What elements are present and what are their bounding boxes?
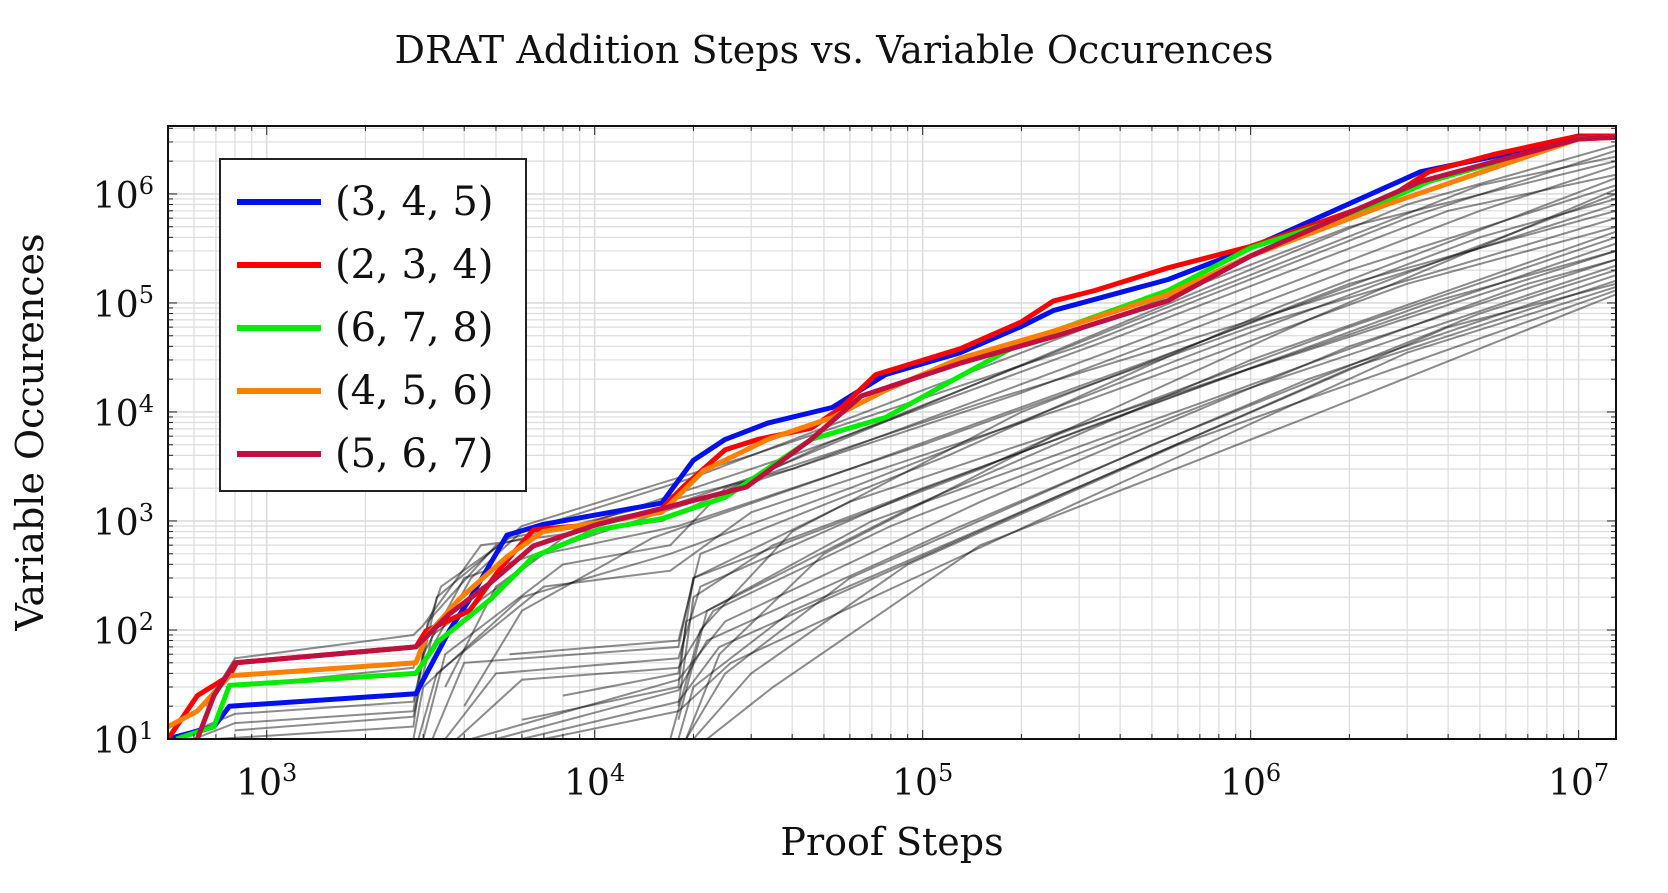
highlight-series-line	[194, 134, 1616, 739]
other-series-line	[692, 289, 1616, 739]
legend-swatch	[237, 198, 321, 205]
x-tick-label: 105	[892, 759, 953, 804]
y-tick-label: 101	[93, 717, 154, 762]
legend-label: (3, 4, 5)	[335, 178, 494, 225]
x-tick-label: 107	[1548, 759, 1609, 804]
other-series-line	[677, 258, 1616, 721]
other-series-line	[509, 177, 1616, 656]
y-tick-label: 104	[93, 390, 154, 435]
other-series-line	[685, 236, 1616, 739]
axis-ticks: 103 104 105 106 107 101 102 103 104 105 106	[93, 126, 1616, 804]
legend-swatch	[237, 450, 321, 457]
plot-frame	[167, 125, 1617, 740]
other-series-line	[685, 269, 1616, 739]
legend-label: (2, 3, 4)	[335, 241, 494, 288]
legend-swatch	[237, 261, 321, 268]
x-tick-label: 104	[564, 759, 625, 804]
other-series-line	[669, 209, 1616, 739]
x-tick-label: 106	[1220, 759, 1281, 804]
legend-label: (5, 6, 7)	[335, 430, 494, 477]
series-layer	[168, 133, 1616, 739]
other-series-line	[412, 192, 1616, 739]
highlight-series-line	[168, 133, 1616, 739]
other-series-line	[456, 264, 1616, 739]
legend-item: (6, 7, 8)	[237, 296, 525, 359]
x-axis-label: Proof Steps	[780, 820, 1004, 864]
other-series-line	[234, 217, 1616, 732]
x-tick-label: 103	[236, 759, 297, 804]
other-series-line	[422, 203, 1616, 739]
chart-title: DRAT Addition Steps vs. Variable Occuren…	[394, 28, 1274, 72]
other-series-line	[470, 258, 1616, 739]
legend-swatch	[237, 387, 321, 394]
other-series-line	[677, 282, 1616, 739]
other-series-line	[521, 279, 1616, 739]
legend: (3, 4, 5) (2, 3, 4) (6, 7, 8) (4, 5, 6) (5, …	[219, 158, 527, 492]
legend-label: (4, 5, 6)	[335, 367, 494, 414]
other-series-line	[543, 286, 1616, 739]
other-series-line	[193, 165, 1616, 739]
other-series-line	[677, 249, 1616, 707]
legend-item: (4, 5, 6)	[237, 359, 525, 422]
other-series-line	[417, 225, 1616, 739]
other-series-line	[562, 188, 1616, 697]
other-series-line	[706, 293, 1616, 739]
other-series-line	[173, 149, 1616, 739]
y-tick-label: 102	[93, 608, 154, 653]
other-series-line	[444, 249, 1616, 739]
other-series-line	[431, 242, 1616, 739]
legend-label: (6, 7, 8)	[335, 304, 494, 351]
legend-item: (5, 6, 7)	[237, 422, 525, 485]
other-series-line	[463, 197, 1616, 707]
other-series-line	[495, 274, 1616, 739]
legend-item: (3, 4, 5)	[237, 170, 525, 233]
legend-item: (2, 3, 4)	[237, 233, 525, 296]
legend-swatch	[237, 324, 321, 331]
y-tick-label: 106	[93, 172, 154, 217]
y-axis-label: Variable Occurences	[8, 233, 52, 631]
other-series-line	[521, 230, 1616, 721]
y-tick-label: 105	[93, 281, 154, 326]
y-tick-label: 103	[93, 499, 154, 544]
